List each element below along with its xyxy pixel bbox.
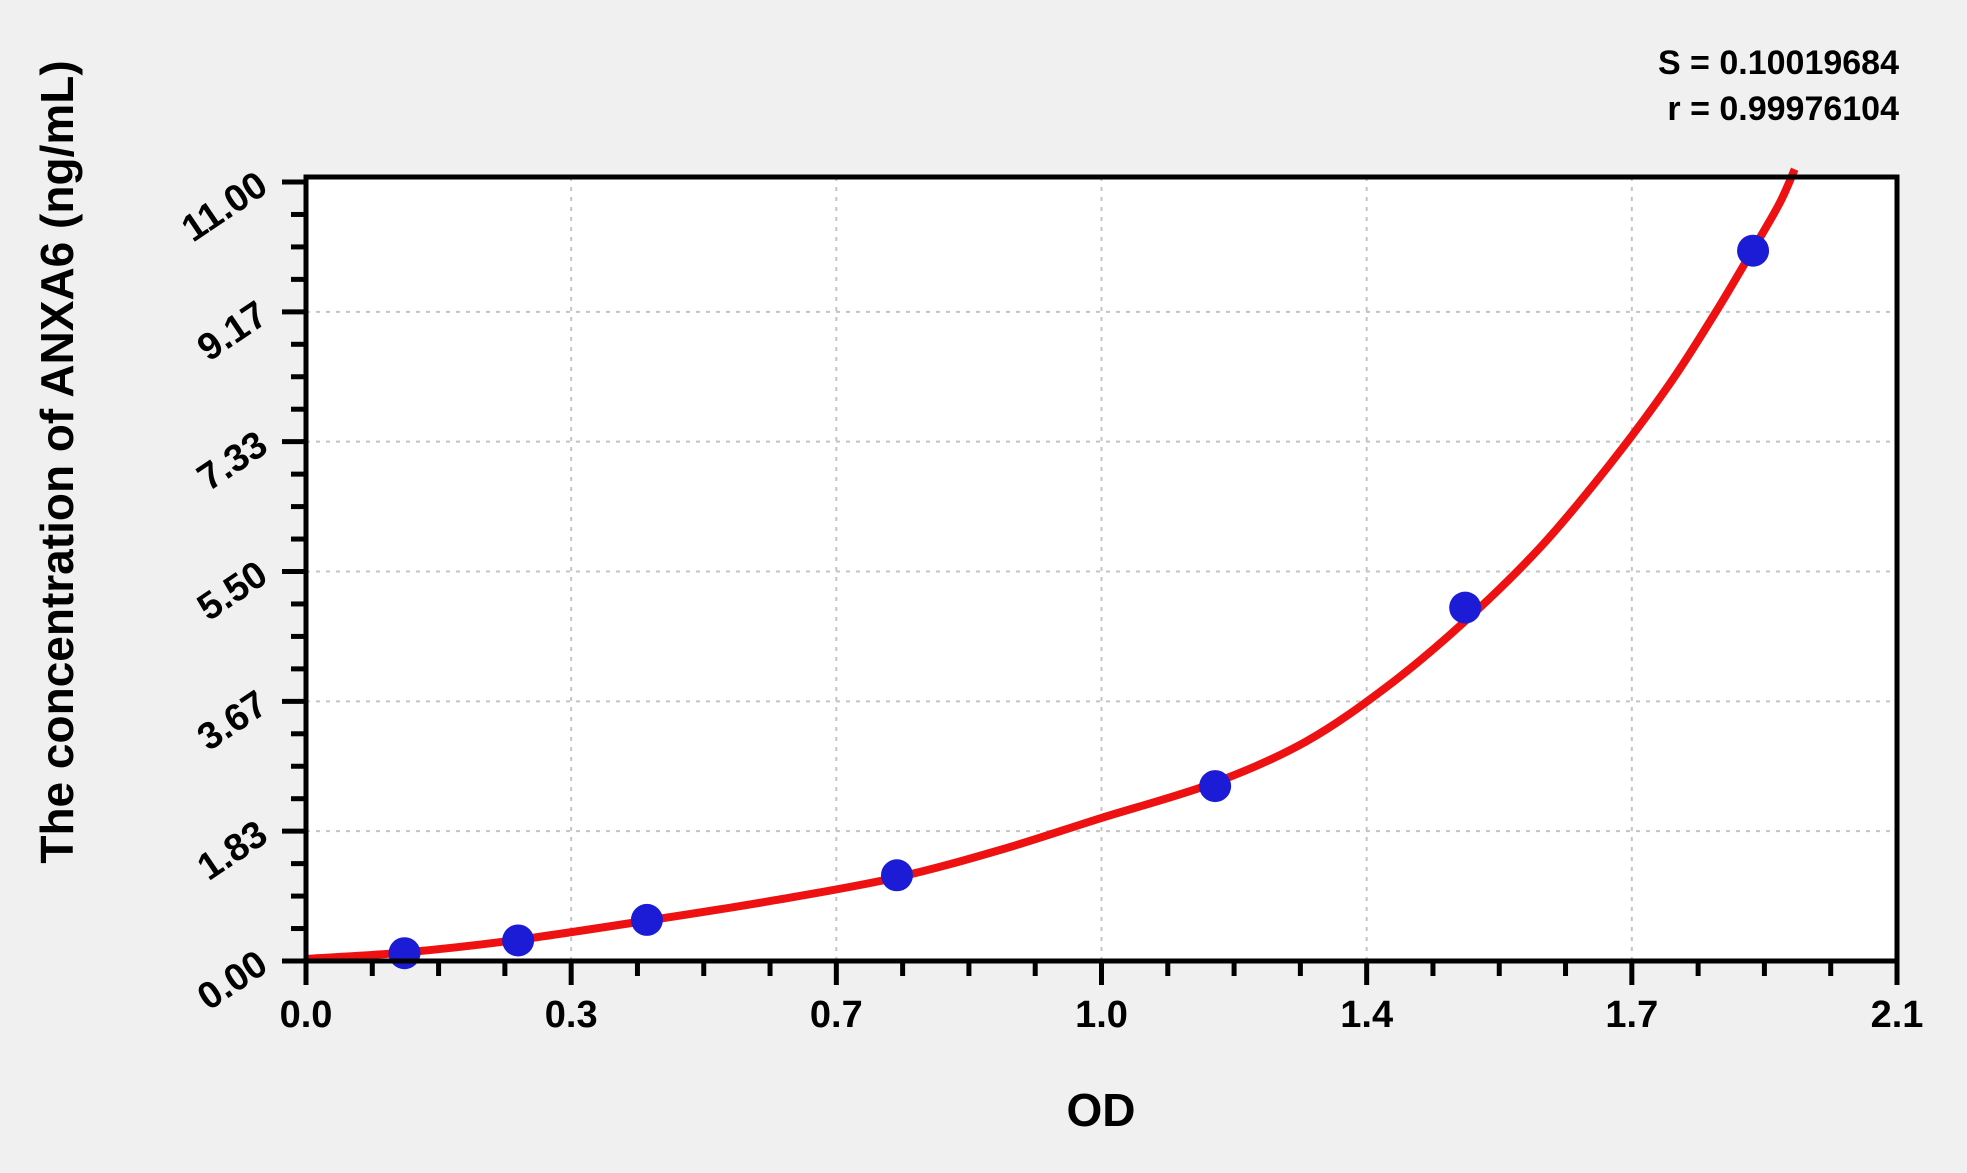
data-point	[1199, 770, 1232, 803]
data-point	[1449, 591, 1482, 624]
data-point	[880, 859, 913, 892]
y-axis-title: The concentration of ANXA6 (ng/mL)	[31, 60, 83, 864]
y-tick-label: 1.83	[190, 813, 275, 889]
y-tick-label: 9.17	[190, 293, 275, 369]
x-tick-label: 2.1	[1871, 994, 1924, 1036]
y-tick-label: 0.00	[190, 943, 275, 1019]
data-point	[630, 903, 663, 936]
fit-statistic-s: S = 0.10019684	[1657, 44, 1899, 82]
fit-statistic-r: r = 0.99976104	[1667, 90, 1899, 128]
x-tick-label: 0.3	[545, 994, 598, 1036]
x-tick-label: 0.7	[810, 994, 863, 1036]
x-axis-title: OD	[1066, 1084, 1136, 1136]
data-point	[388, 937, 421, 970]
y-tick-label: 3.67	[190, 683, 275, 759]
fit-statistics: S = 0.10019684 r = 0.99976104	[1658, 40, 1899, 132]
y-tick-label: 11.00	[174, 164, 275, 251]
x-tick-label: 0.0	[280, 994, 333, 1036]
x-tick-label: 1.4	[1340, 994, 1393, 1036]
y-tick-label: 5.50	[190, 553, 275, 629]
y-tick-label: 7.33	[190, 423, 275, 499]
data-point	[502, 924, 535, 957]
data-point	[1737, 234, 1770, 267]
x-tick-label: 1.7	[1605, 994, 1658, 1036]
x-tick-label: 1.0	[1075, 994, 1128, 1036]
plot-frame	[303, 174, 1900, 964]
